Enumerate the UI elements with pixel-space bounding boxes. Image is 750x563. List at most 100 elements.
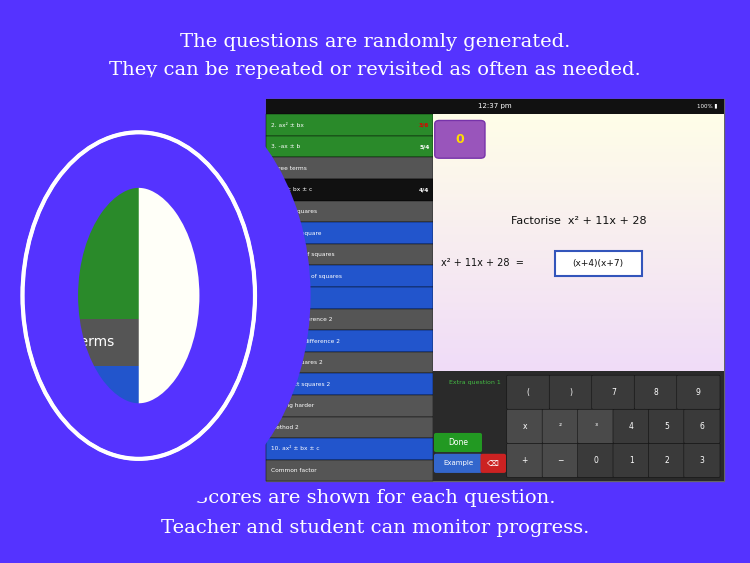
Text: 3/6: 3/6 xyxy=(217,242,241,256)
FancyBboxPatch shape xyxy=(481,454,506,473)
Bar xyxy=(266,417,434,438)
Text: ): ) xyxy=(569,388,572,397)
FancyBboxPatch shape xyxy=(592,375,635,409)
Text: 7: 7 xyxy=(611,388,616,397)
Bar xyxy=(22,272,255,319)
FancyBboxPatch shape xyxy=(434,454,482,473)
Text: x² + 11x + 28  =: x² + 11x + 28 = xyxy=(441,258,524,269)
Text: 10. ax² ± bx ± c: 10. ax² ± bx ± c xyxy=(271,446,320,452)
FancyBboxPatch shape xyxy=(634,375,677,409)
Text: 7. Mixed 1: 7. Mixed 1 xyxy=(271,296,302,300)
FancyBboxPatch shape xyxy=(549,375,592,409)
Text: Squares difference 2: Squares difference 2 xyxy=(271,317,332,322)
Text: ± bx: ± bx xyxy=(30,242,63,256)
Text: Method 2: Method 2 xyxy=(271,425,298,430)
Bar xyxy=(266,373,434,395)
Bar xyxy=(266,309,434,330)
Text: 12:37 pm: 12:37 pm xyxy=(478,104,512,109)
Text: Difference of squares: Difference of squares xyxy=(271,252,334,257)
Text: ⌫: ⌫ xyxy=(488,459,500,468)
Text: Three terms: Three terms xyxy=(30,335,114,349)
Text: 4/4: 4/4 xyxy=(217,195,241,209)
Text: Getting harder: Getting harder xyxy=(271,403,314,408)
Bar xyxy=(22,132,255,179)
Text: ³: ³ xyxy=(594,422,597,431)
Bar xyxy=(266,265,434,287)
Text: (x+4)(x+7): (x+4)(x+7) xyxy=(573,259,624,268)
Bar xyxy=(266,99,724,114)
Text: (: ( xyxy=(526,388,530,397)
PathPatch shape xyxy=(22,132,255,459)
Text: Teacher and student can monitor progress.: Teacher and student can monitor progress… xyxy=(160,519,590,537)
Text: 5: 5 xyxy=(664,422,669,431)
Text: ²: ² xyxy=(559,422,562,431)
Text: 8: 8 xyxy=(653,388,658,397)
Bar xyxy=(266,114,434,136)
Text: The questions are randomly generated.: The questions are randomly generated. xyxy=(180,33,570,51)
Bar xyxy=(266,158,434,179)
Text: +: + xyxy=(522,456,528,465)
Text: ± b: ± b xyxy=(30,289,55,302)
Text: 5/4: 5/4 xyxy=(419,144,430,149)
Text: 1: 1 xyxy=(628,456,634,465)
FancyBboxPatch shape xyxy=(507,443,543,477)
Text: Extra question 1: Extra question 1 xyxy=(448,380,500,385)
Bar xyxy=(22,226,255,272)
FancyBboxPatch shape xyxy=(507,409,543,443)
FancyBboxPatch shape xyxy=(613,409,650,443)
FancyBboxPatch shape xyxy=(542,409,578,443)
Text: −: − xyxy=(557,456,563,465)
Bar xyxy=(266,287,434,309)
Text: 4: 4 xyxy=(628,422,634,431)
Text: 5. Perfect square: 5. Perfect square xyxy=(271,231,321,235)
Text: 3/6: 3/6 xyxy=(419,123,430,128)
Text: ² ± c: ² ± c xyxy=(30,382,64,396)
Bar xyxy=(22,179,255,226)
Ellipse shape xyxy=(22,132,255,459)
Text: x: x xyxy=(523,422,527,431)
Bar xyxy=(266,244,434,265)
Bar xyxy=(266,99,724,481)
Text: 2: 2 xyxy=(664,456,669,465)
Bar xyxy=(433,371,724,481)
Text: 0: 0 xyxy=(455,133,464,146)
Text: 8. Squares difference 2: 8. Squares difference 2 xyxy=(271,338,340,343)
Text: 4. x² ± bx ± c: 4. x² ± bx ± c xyxy=(271,187,312,193)
Bar xyxy=(22,319,255,365)
Bar xyxy=(266,200,434,222)
Bar xyxy=(266,460,434,481)
Text: Common factor: Common factor xyxy=(271,468,316,473)
Text: 5/4: 5/4 xyxy=(217,289,241,302)
FancyBboxPatch shape xyxy=(578,409,614,443)
Text: 2. ax² ± bx: 2. ax² ± bx xyxy=(271,123,304,128)
Bar xyxy=(266,222,434,244)
FancyBboxPatch shape xyxy=(434,433,482,452)
Bar xyxy=(266,352,434,373)
FancyBboxPatch shape xyxy=(613,443,650,477)
Text: Scores are shown for each question.: Scores are shown for each question. xyxy=(195,489,555,507)
FancyBboxPatch shape xyxy=(555,251,642,276)
Text: quares: quares xyxy=(30,428,77,443)
Text: 100% ▮: 100% ▮ xyxy=(698,104,718,109)
Text: 9: 9 xyxy=(696,388,700,397)
FancyBboxPatch shape xyxy=(542,443,578,477)
FancyBboxPatch shape xyxy=(684,443,720,477)
Text: Example: Example xyxy=(443,461,473,466)
Text: 4/4: 4/4 xyxy=(217,382,241,396)
Bar xyxy=(266,179,434,200)
Text: They can be repeated or revisited as often as needed.: They can be repeated or revisited as oft… xyxy=(110,61,640,79)
Bar xyxy=(22,365,255,412)
Text: 3: 3 xyxy=(700,456,704,465)
Bar xyxy=(266,136,434,158)
Text: 0: 0 xyxy=(593,456,598,465)
FancyBboxPatch shape xyxy=(684,409,720,443)
FancyBboxPatch shape xyxy=(676,375,720,409)
Text: 4/4: 4/4 xyxy=(419,187,430,193)
Bar xyxy=(266,330,434,352)
Text: Three terms: Three terms xyxy=(271,166,307,171)
FancyBboxPatch shape xyxy=(578,443,614,477)
Bar xyxy=(22,412,255,459)
Bar xyxy=(266,395,434,417)
Text: 3. -ax ± b: 3. -ax ± b xyxy=(271,144,300,149)
FancyBboxPatch shape xyxy=(649,409,685,443)
